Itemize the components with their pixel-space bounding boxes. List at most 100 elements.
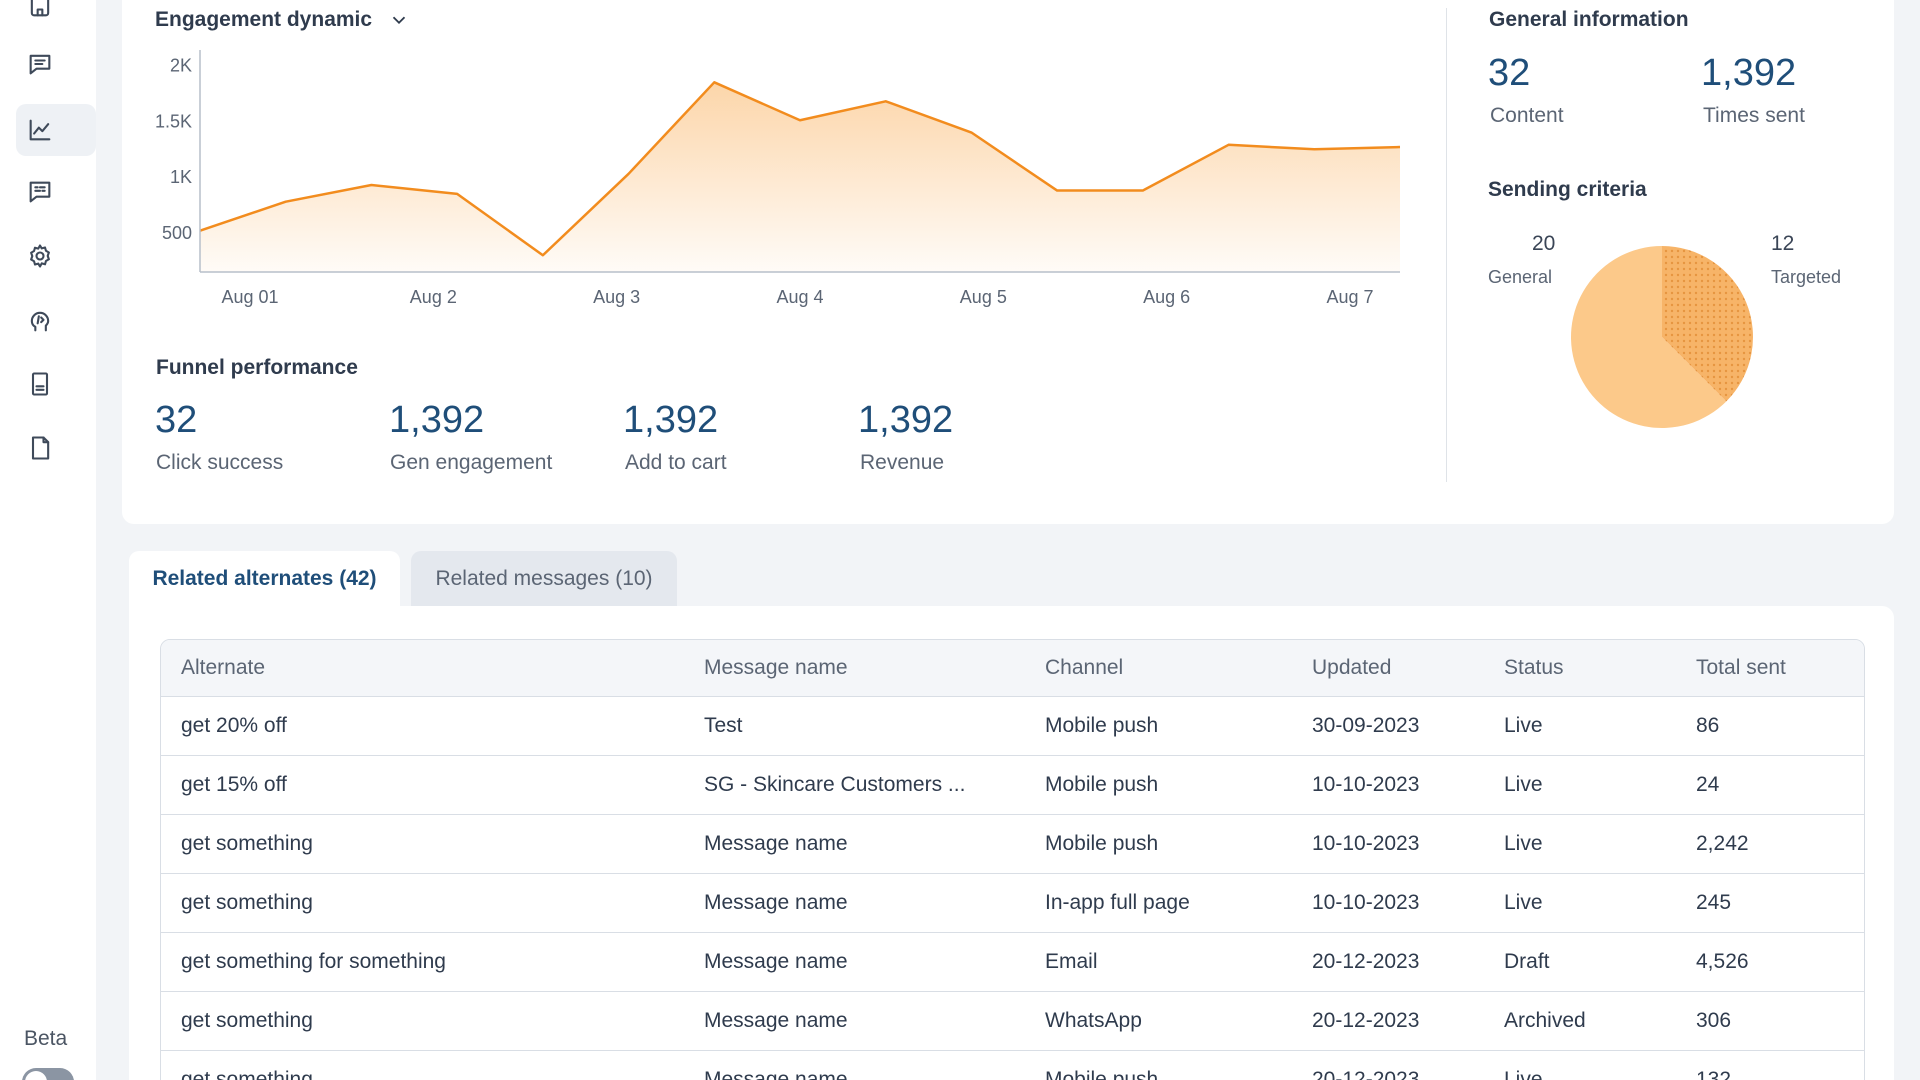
tab-related-messages[interactable]: Related messages (10): [411, 551, 677, 606]
cell-message-name: Message name: [704, 1009, 848, 1032]
cell-alternate: get something: [181, 1068, 313, 1080]
cell-status: Live: [1504, 714, 1543, 737]
funnel-metric-value: 32: [155, 399, 198, 441]
cell-alternate: get something: [181, 891, 313, 914]
cell-updated: 30-09-2023: [1312, 714, 1420, 737]
chart-series-line: [199, 81, 1401, 257]
pie-slice-targeted: [1662, 246, 1753, 402]
cell-alternate: get 20% off: [181, 714, 287, 737]
cell-updated: 20-12-2023: [1312, 1068, 1420, 1080]
message-icon[interactable]: [16, 38, 96, 90]
column-header-status[interactable]: Status: [1504, 656, 1564, 679]
cell-message-name: SG - Skincare Customers ...: [704, 773, 966, 796]
cell-total-sent: 86: [1696, 714, 1720, 737]
cell-total-sent: 245: [1696, 891, 1732, 914]
general-metric-label: Content: [1490, 104, 1564, 127]
cell-updated: 10-10-2023: [1312, 832, 1420, 855]
cell-status: Live: [1504, 832, 1543, 855]
x-tick-label: Aug 01: [221, 287, 278, 307]
funnel-metric-value: 1,392: [623, 399, 719, 441]
cell-alternate: get 15% off: [181, 773, 287, 796]
pie-targeted-label: Targeted: [1771, 267, 1842, 287]
cell-total-sent: 132: [1696, 1068, 1732, 1080]
alternates-table: Alternate Message name Channel Updated S…: [160, 639, 1865, 1080]
engagement-dropdown[interactable]: Engagement dynamic: [155, 8, 410, 32]
funnel-metric-value: 1,392: [389, 399, 485, 441]
cell-total-sent: 24: [1696, 773, 1720, 796]
table-row[interactable]: get something Message name In-app full p…: [161, 874, 1864, 933]
sidebar: Beta: [0, 0, 96, 1080]
cell-channel: Mobile push: [1045, 1068, 1159, 1080]
cell-updated: 20-12-2023: [1312, 1009, 1420, 1032]
x-tick-label: Aug 4: [776, 287, 823, 307]
pie-targeted-value: 12: [1771, 232, 1795, 255]
content-icon[interactable]: [16, 166, 96, 218]
general-info-title: General information: [1489, 8, 1689, 31]
column-header-message-name[interactable]: Message name: [704, 656, 848, 679]
chevron-down-icon: [392, 16, 406, 25]
engagement-chart: 2K 1.5K 1K 500 Aug 01 Aug 2 Aug 3 Aug 4 Aug 5 Aug…: [155, 50, 1401, 307]
cell-status: Live: [1504, 891, 1543, 914]
cell-status: Archived: [1504, 1009, 1586, 1032]
cell-channel: WhatsApp: [1045, 1009, 1142, 1032]
cell-updated: 10-10-2023: [1312, 891, 1420, 914]
cell-status: Live: [1504, 773, 1543, 796]
chart-area-fill: [200, 82, 1400, 272]
settings-icon[interactable]: [16, 230, 96, 282]
x-tick-label: Aug 2: [410, 287, 457, 307]
home-icon[interactable]: [16, 0, 96, 32]
book-icon[interactable]: [16, 358, 96, 410]
general-metric-label: Times sent: [1703, 104, 1805, 127]
cell-alternate: get something: [181, 832, 313, 855]
column-header-channel[interactable]: Channel: [1045, 656, 1124, 679]
y-tick-label: 1.5K: [155, 111, 192, 131]
funnel-metric-value: 1,392: [858, 399, 954, 441]
cell-total-sent: 4,526: [1696, 950, 1749, 973]
ai-brain-icon[interactable]: [16, 295, 96, 347]
column-header-alternate[interactable]: Alternate: [181, 656, 266, 679]
x-tick-label: Aug 7: [1326, 287, 1373, 307]
column-header-total-sent[interactable]: Total sent: [1696, 656, 1786, 679]
funnel-metric-label: Gen engagement: [390, 451, 553, 474]
toggle-knob: [25, 1071, 47, 1080]
cell-channel: In-app full page: [1045, 891, 1190, 914]
x-tick-label: Aug 5: [960, 287, 1007, 307]
cell-status: Draft: [1504, 950, 1550, 973]
cell-total-sent: 2,242: [1696, 832, 1749, 855]
engagement-title: Engagement dynamic: [155, 8, 373, 31]
beta-label: Beta: [24, 1027, 68, 1050]
cell-message-name: Message name: [704, 950, 848, 973]
beta-toggle[interactable]: [22, 1068, 74, 1080]
cell-updated: 10-10-2023: [1312, 773, 1420, 796]
pie-general-label: General: [1488, 267, 1553, 287]
cell-channel: Email: [1045, 950, 1098, 973]
cell-channel: Mobile push: [1045, 714, 1159, 737]
cell-total-sent: 306: [1696, 1009, 1732, 1032]
tab-related-alternates[interactable]: Related alternates (42): [129, 551, 400, 606]
x-tick-label: Aug 6: [1143, 287, 1190, 307]
cell-message-name: Message name: [704, 1068, 848, 1080]
pie-slice-general: [1571, 246, 1727, 428]
table-row[interactable]: get something Message name Mobile push 1…: [161, 815, 1864, 874]
general-metric-value: 1,392: [1701, 52, 1797, 94]
y-tick-label: 500: [162, 223, 192, 243]
analytics-icon[interactable]: [16, 104, 96, 156]
table-row[interactable]: get something Message name Mobile push 2…: [161, 1051, 1864, 1080]
cell-channel: Mobile push: [1045, 773, 1159, 796]
cell-alternate: get something: [181, 1009, 313, 1032]
cell-message-name: Message name: [704, 832, 848, 855]
y-tick-label: 1K: [170, 167, 192, 187]
funnel-metric-label: Add to cart: [625, 451, 727, 474]
column-header-updated[interactable]: Updated: [1312, 656, 1392, 679]
sending-criteria-title: Sending criteria: [1488, 178, 1647, 201]
table-header-row: Alternate Message name Channel Updated S…: [161, 640, 1864, 697]
cell-status: Live: [1504, 1068, 1543, 1080]
section-divider: [1446, 8, 1447, 482]
table-row[interactable]: get something for something Message name…: [161, 933, 1864, 992]
table-row[interactable]: get 20% off Test Mobile push 30-09-2023 …: [161, 697, 1864, 756]
funnel-metric-label: Revenue: [860, 451, 945, 474]
table-row[interactable]: get something Message name WhatsApp 20-1…: [161, 992, 1864, 1051]
document-icon[interactable]: [16, 422, 96, 474]
y-tick-label: 2K: [170, 56, 192, 76]
table-row[interactable]: get 15% off SG - Skincare Customers ... …: [161, 756, 1864, 815]
